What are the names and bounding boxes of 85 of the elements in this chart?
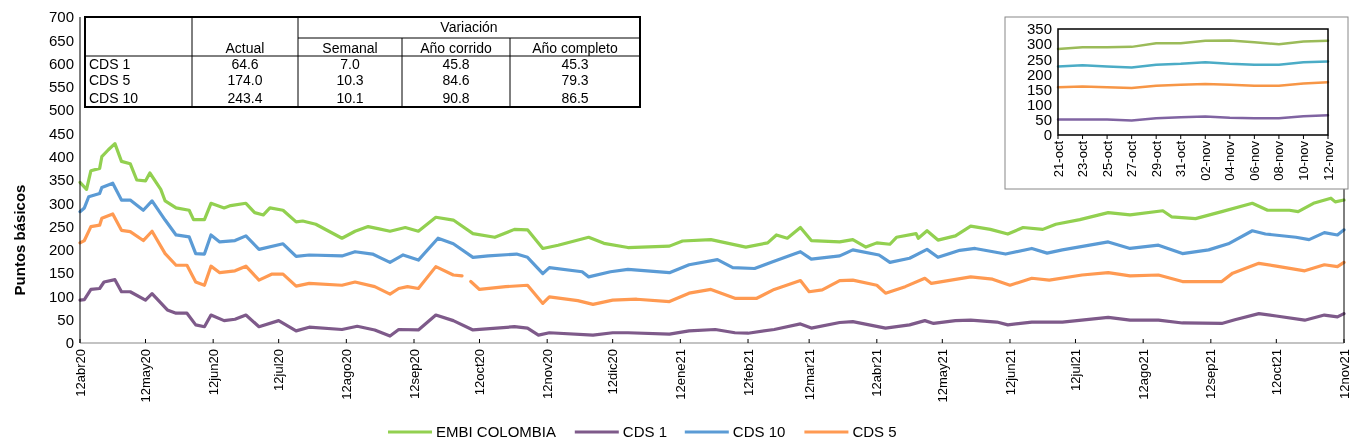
line-series — [1056, 60, 1330, 69]
x-tick-label: 12may21 — [934, 349, 950, 403]
x-tick-label: 27-oct — [1124, 140, 1140, 178]
x-tick-label: 12oct20 — [472, 349, 488, 396]
y-tick-label: 400 — [48, 147, 74, 165]
y-tick-label: 150 — [48, 264, 74, 282]
x-tick-label: 21-oct — [1050, 140, 1066, 178]
line-series — [78, 181, 1346, 279]
line-series — [78, 278, 1346, 338]
x-tick-label: 12jun21 — [1002, 349, 1018, 396]
y-tick-label: 700 — [48, 8, 74, 26]
y-tick-label: 600 — [48, 54, 74, 72]
x-tick-label: 12nov20 — [539, 349, 555, 399]
y-tick-label: 350 — [48, 171, 74, 189]
y-tick-label: 0 — [1043, 126, 1052, 144]
legend-label: CDS 10 — [732, 423, 786, 441]
y-tick-label: 50 — [57, 310, 74, 328]
x-tick-label: 12oct21 — [1268, 349, 1284, 396]
x-tick-label: 29-oct — [1148, 140, 1164, 178]
x-tick-label: 12may20 — [138, 349, 154, 403]
y-tick-label: 650 — [48, 31, 74, 49]
x-tick-label: 06-nov — [1246, 140, 1262, 181]
x-tick-label: 10-nov — [1296, 140, 1311, 181]
y-tick-label: 150 — [1026, 80, 1052, 98]
annotation: CDS 10 — [89, 89, 139, 106]
x-tick-label: 23-oct — [1075, 140, 1091, 178]
y-tick-label: 50 — [1035, 111, 1052, 129]
x-tick-label: 25-oct — [1099, 140, 1115, 178]
y-tick-label: 500 — [48, 101, 74, 119]
x-tick-label: 12dic20 — [605, 349, 621, 395]
legend-label: CDS 5 — [852, 423, 897, 441]
x-tick-label: 12ago20 — [338, 349, 354, 400]
x-tick-label: 12sep21 — [1203, 349, 1219, 399]
y-tick-label: 550 — [48, 78, 74, 96]
x-tick-label: 12nov21 — [1336, 349, 1352, 399]
annotation: Variación — [440, 19, 498, 36]
annotation: 10.3 — [336, 72, 364, 89]
annotation: 84.6 — [442, 72, 470, 89]
y-tick-label: 250 — [48, 217, 74, 235]
x-tick-label: 08-nov — [1271, 140, 1287, 181]
x-tick-label: 12ago21 — [1135, 349, 1151, 400]
annotation: 174.0 — [227, 72, 263, 89]
annotation: 79.3 — [561, 72, 589, 89]
annotation: Semanal — [322, 39, 378, 56]
annotation: 45.8 — [442, 55, 470, 72]
x-tick-label: 02-nov — [1197, 140, 1213, 181]
x-tick-label: 12sep20 — [406, 349, 422, 399]
annotation: Año completo — [532, 39, 619, 56]
annotation: CDS 5 — [89, 72, 131, 89]
y-tick-label: 200 — [48, 241, 74, 259]
x-tick-label: 12jun20 — [205, 349, 221, 396]
y-tick-label: 100 — [48, 287, 74, 305]
annotation: 10.1 — [336, 89, 364, 106]
y-tick-label: 200 — [1026, 65, 1052, 83]
legend-label: CDS 1 — [622, 423, 667, 441]
legend-label: EMBI COLOMBIA — [436, 423, 557, 441]
x-tick-label: 04-nov — [1222, 140, 1238, 181]
annotation: Actual — [225, 39, 265, 56]
y-tick-label: 450 — [48, 124, 74, 142]
y-tick-label: 100 — [1026, 95, 1052, 113]
annotation: 243.4 — [227, 89, 263, 106]
x-tick-label: 12mar21 — [801, 349, 817, 401]
annotation: 45.3 — [561, 55, 589, 72]
x-tick-label: 12-nov — [1320, 140, 1336, 181]
y-axis-title: Puntos básicos — [11, 184, 28, 296]
annotation: 7.0 — [340, 55, 360, 72]
y-tick-label: 300 — [48, 194, 74, 212]
annotation: 86.5 — [561, 89, 589, 106]
y-tick-label: 0 — [65, 334, 74, 352]
x-tick-label: 12feb21 — [740, 349, 756, 396]
x-tick-label: 12ene21 — [672, 349, 688, 400]
y-tick-label: 300 — [1026, 35, 1052, 53]
y-tick-label: 250 — [1026, 50, 1052, 68]
x-tick-label: 31-oct — [1173, 140, 1189, 178]
x-tick-label: 12jul20 — [271, 349, 287, 391]
line-series — [78, 142, 1346, 251]
x-tick-label: 12jul21 — [1068, 349, 1084, 391]
annotation: Año corrido — [420, 39, 493, 56]
annotation: 64.6 — [231, 55, 259, 72]
y-tick-label: 350 — [1026, 20, 1052, 38]
annotation: 90.8 — [442, 89, 470, 106]
x-tick-label: 12abr20 — [72, 349, 88, 397]
line-series — [1056, 39, 1330, 51]
x-tick-label: 12abr21 — [869, 349, 885, 397]
annotation: CDS 1 — [89, 55, 131, 72]
